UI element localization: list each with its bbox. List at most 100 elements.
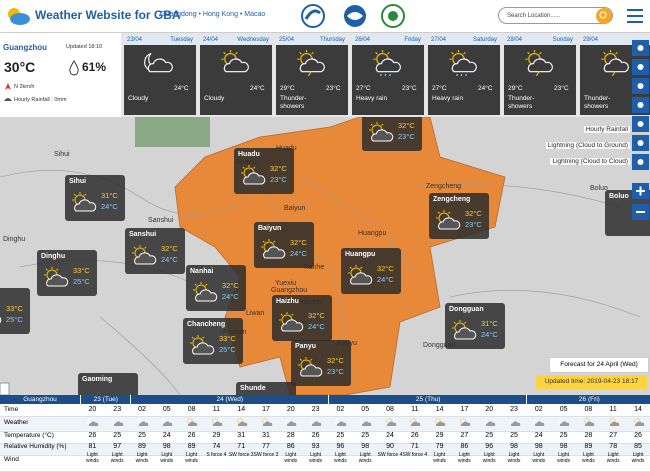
low-temp: 24°C xyxy=(174,85,189,92)
date: 29/04 xyxy=(583,37,599,43)
search-box[interactable]: Search Location...... xyxy=(498,7,613,24)
menu-button[interactable] xyxy=(625,6,645,26)
temperature: 31 xyxy=(262,432,270,439)
time: 23 xyxy=(113,406,122,413)
wind: Light winds xyxy=(482,452,496,464)
forecast-for: Forecast for 24 April (Wed) xyxy=(549,357,649,373)
forecast-card[interactable]: 26/04 Friday 27°C 23°C Heavy rain xyxy=(352,35,424,115)
station-low: 23°C xyxy=(270,175,287,184)
station-name: Sanshui xyxy=(129,231,157,238)
current-weather: Guangzhou Updated 18:10 30°C 61% N 2km/h… xyxy=(0,33,121,117)
weather-icon xyxy=(193,282,218,302)
wind: SW force 3 xyxy=(228,452,254,458)
time: 05 xyxy=(559,406,568,413)
station-low: 24°C xyxy=(222,292,239,301)
location: Guangzhou xyxy=(23,396,57,403)
station-low: 24°C xyxy=(290,249,307,258)
forecast-card[interactable]: 27/04 Saturday 27°C 24°C Heavy rain xyxy=(428,35,500,115)
row-label: Relative Humidity (%) xyxy=(4,443,67,450)
time: 02 xyxy=(138,406,146,413)
weather-icon xyxy=(186,417,198,427)
station-box[interactable]: Baiyun 32°C 24°C xyxy=(254,222,314,268)
layer-label[interactable]: Hourly Rainfall xyxy=(583,126,630,133)
forecast-card[interactable]: 24/04 Wednesday 24°C Cloudy xyxy=(200,35,272,115)
station-box[interactable]: Dongguan 31°C 24°C xyxy=(445,303,505,349)
low-temp: 24°C xyxy=(250,85,265,92)
station-name: Huadu xyxy=(238,151,260,158)
place-label: Sanshui xyxy=(148,217,174,224)
station-box[interactable]: 32°C 23°C xyxy=(362,117,422,151)
weather-icon xyxy=(190,335,215,355)
humidity: 98 xyxy=(162,443,171,450)
station-high: 32°C xyxy=(161,244,178,253)
day-label: 23 (Tue) xyxy=(80,395,131,404)
time: 11 xyxy=(609,406,617,413)
temperature: 27 xyxy=(609,432,618,439)
station-box[interactable]: Shunde xyxy=(236,382,296,395)
humidity: 93 xyxy=(311,443,320,450)
station-high: 32°C xyxy=(377,264,394,273)
station-low: 23°C xyxy=(465,220,482,229)
temperature: 25 xyxy=(138,432,146,439)
layer-label[interactable]: Lightning (Cloud to Ground) xyxy=(545,142,630,149)
humidity: 97 xyxy=(113,443,122,450)
weekday: Thursday xyxy=(319,37,345,43)
weather-icon xyxy=(285,418,298,427)
row-bg xyxy=(0,432,650,444)
station-box[interactable]: Panyu 32°C 23°C xyxy=(291,340,351,386)
station-name: Haizhu xyxy=(276,298,299,305)
wind: S force 4 xyxy=(206,452,227,458)
station-name: Dinghu xyxy=(41,253,66,260)
humidity: 81 xyxy=(88,443,97,450)
station-box[interactable]: Zengcheng 32°C 23°C xyxy=(429,193,489,239)
station-name: Zengcheng xyxy=(433,196,471,203)
forecast-card[interactable]: 28/04 Sunday 29°C 23°C Thunder-showers xyxy=(504,35,576,115)
layer-label[interactable]: Lightning (Cloud to Cloud) xyxy=(550,158,630,165)
forecast-card[interactable]: 25/04 Thursday 29°C 23°C Thunder-showers xyxy=(276,35,348,115)
station-low: 25°C xyxy=(219,345,236,354)
place-label: Dinghu xyxy=(3,236,26,243)
station-box[interactable]: 33°C 25°C xyxy=(0,288,30,334)
wind: SW force 3 xyxy=(253,452,279,458)
station-high: 33°C xyxy=(73,266,90,275)
place-label: Boluo xyxy=(590,185,608,192)
station-box[interactable]: Chancheng 33°C 25°C xyxy=(183,318,243,364)
temperature: 29 xyxy=(435,432,444,439)
weather-icon xyxy=(632,417,645,427)
time: 08 xyxy=(584,406,593,413)
time: 23 xyxy=(311,406,320,413)
station-name: Shunde xyxy=(240,385,266,392)
weather-icon xyxy=(236,417,248,427)
search-button[interactable] xyxy=(596,8,612,24)
temperature: 25 xyxy=(510,432,518,439)
weather-icon xyxy=(483,418,496,427)
description: Cloudy xyxy=(128,95,149,102)
weather-icon xyxy=(260,417,273,427)
station-box[interactable]: Sanshui 32°C 24°C xyxy=(125,228,185,274)
station-box[interactable]: Sihui 31°C 24°C xyxy=(65,175,125,221)
time: 08 xyxy=(386,406,394,413)
station-box[interactable]: Dinghu 33°C 25°C xyxy=(37,250,97,296)
low-temp: 24°C xyxy=(478,85,493,92)
weather-icon xyxy=(583,417,595,427)
station-box[interactable]: Huangpu 32°C 24°C xyxy=(341,248,401,294)
temperature: 25 xyxy=(113,432,122,439)
time: 05 xyxy=(361,406,370,413)
station-box[interactable]: Haizhu 32°C 24°C xyxy=(272,295,332,341)
station-box[interactable]: Gaoming xyxy=(78,373,138,395)
station-high: 32°C xyxy=(270,164,287,173)
time: 14 xyxy=(435,406,444,413)
place-label: Baiyun xyxy=(284,205,306,212)
weather-icon xyxy=(161,418,174,427)
date: 27/04 xyxy=(431,37,447,43)
wind: Light winds xyxy=(631,452,645,464)
temperature: 28 xyxy=(584,432,593,439)
station-box[interactable]: Nanhai 32°C 24°C xyxy=(186,265,246,311)
partner-logos xyxy=(301,4,405,28)
weather-icon xyxy=(44,267,69,287)
station-box[interactable]: Huadu 32°C 23°C xyxy=(234,148,294,194)
weather-icon xyxy=(348,265,373,285)
weather-icon xyxy=(508,418,521,427)
forecast-card[interactable]: 23/04 Tuesday 24°C Cloudy xyxy=(124,35,196,115)
